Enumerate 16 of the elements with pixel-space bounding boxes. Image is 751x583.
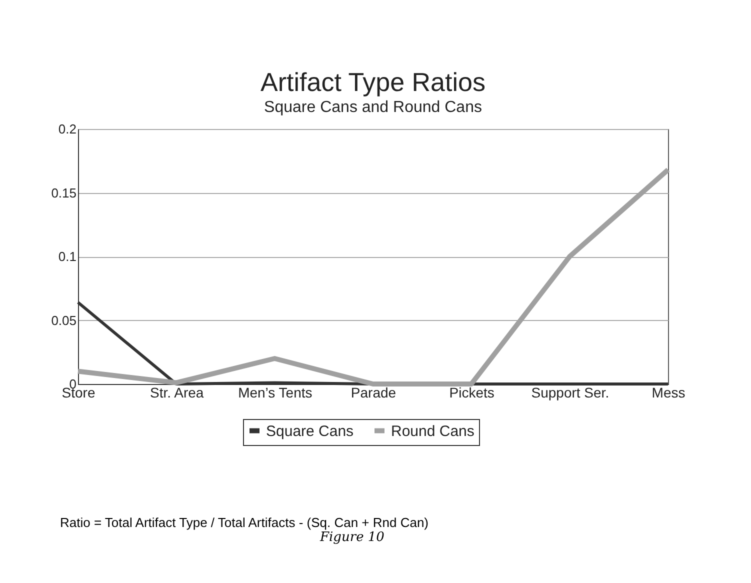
y-tick-label: 0.2	[58, 122, 76, 136]
x-tick-label: Str. Area	[150, 384, 204, 400]
x-tick-label: Pickets	[449, 384, 494, 400]
chart-title: Artifact Type Ratios	[260, 67, 486, 97]
y-tick-label: 0.05	[51, 312, 76, 328]
x-tick-label: Mess	[652, 384, 686, 400]
legend-label: Round Cans	[391, 422, 474, 440]
y-tick-label: 0.1	[58, 249, 76, 264]
x-tick-label: Men’s Tents	[238, 384, 312, 400]
y-tick-label: 0.15	[51, 185, 76, 200]
caption: Figure 10	[320, 530, 386, 545]
legend-label: Square Cans	[266, 422, 354, 440]
x-tick-label: Parade	[350, 384, 396, 400]
text: Ratio = Total Artifact Type / Total Artifacts - (Sq. Can + Rnd Can)	[60, 515, 429, 530]
x-tick-label: Support Ser.	[531, 384, 610, 400]
chart-subtitle: Square Cans and Round Cans	[264, 99, 482, 116]
